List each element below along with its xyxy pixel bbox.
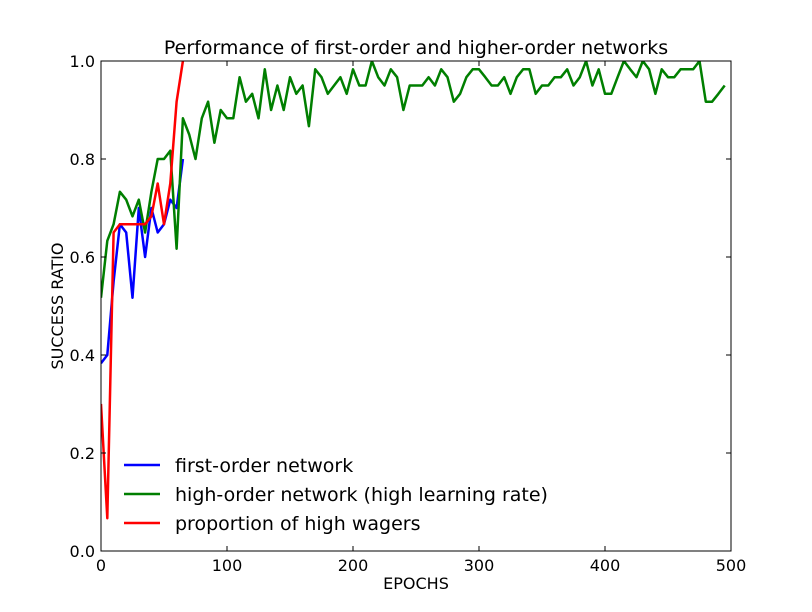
y-tick-label: 0.6	[70, 248, 95, 267]
series-line-1	[101, 158, 185, 365]
series-line-2	[101, 61, 726, 298]
x-tick-label: 100	[212, 556, 243, 575]
x-tick-label: 200	[338, 556, 369, 575]
plot-frame	[100, 60, 732, 552]
x-tick-label: 0	[96, 556, 106, 575]
y-tick-label: 0.0	[70, 542, 95, 561]
legend: first-order network high-order network (h…	[124, 455, 548, 535]
x-tick-label: 500	[716, 556, 747, 575]
legend-label-2: high-order network (high learning rate)	[175, 484, 548, 506]
y-tick-label: 0.2	[70, 444, 95, 463]
series-line-3	[101, 61, 185, 520]
y-tick-label: 0.4	[70, 346, 95, 365]
y-tick-label: 1.0	[70, 52, 95, 71]
x-tick-label: 300	[464, 556, 495, 575]
y-tick-label: 0.8	[70, 150, 95, 169]
legend-label-1: first-order network	[175, 455, 353, 477]
series-layer	[101, 61, 726, 520]
x-tick-label: 400	[590, 556, 621, 575]
chart-title: Performance of first-order and higher-or…	[164, 37, 668, 59]
ticks-layer: 0 100 200 300 400 500 0.0 0.2 0.4 0.6 0.8 1.0	[70, 52, 747, 575]
legend-label-3: proportion of high wagers	[175, 513, 420, 535]
y-axis-label: SUCCESS RATIO	[48, 243, 67, 370]
x-axis-label: EPOCHS	[383, 574, 449, 593]
